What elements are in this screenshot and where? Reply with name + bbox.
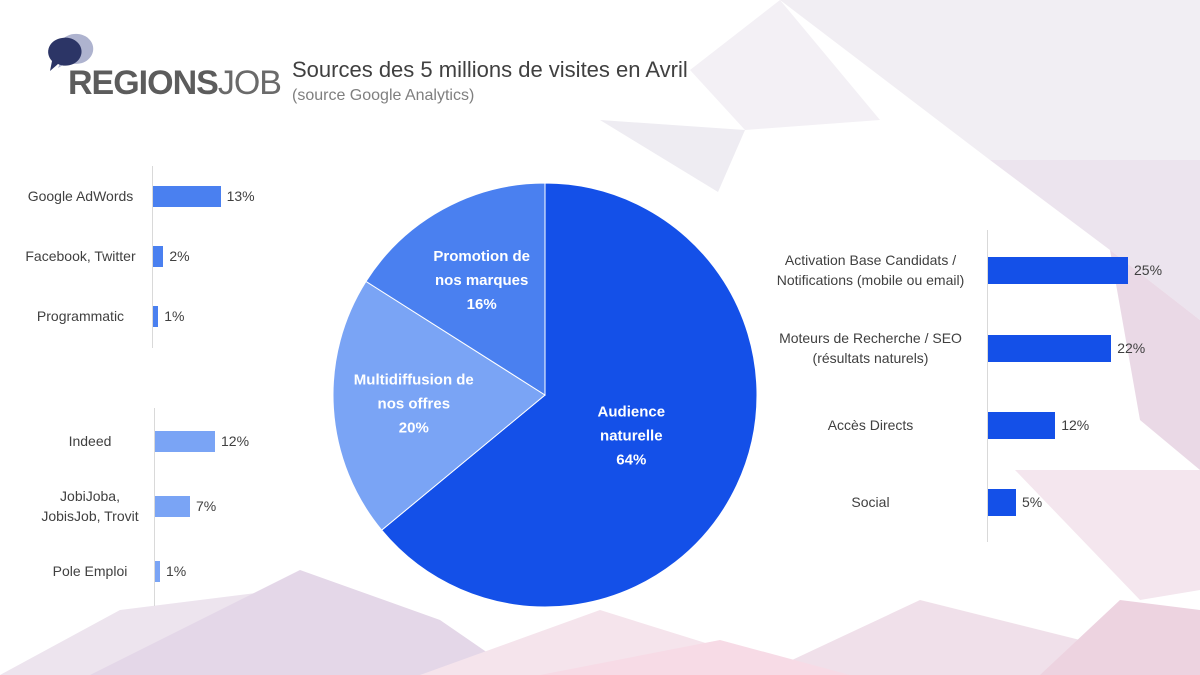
bar-category-label: JobiJoba, JobisJob, Trovit: [41, 488, 139, 524]
bar-value-label: 1%: [164, 308, 185, 324]
bar-category-label: Programmatic: [36, 308, 125, 324]
logo-wordmark: REGIONSJOB: [68, 64, 282, 103]
bar-value-label: 1%: [166, 563, 187, 579]
pie-slice: [365, 182, 546, 396]
logo-brand-job: JOB: [217, 64, 282, 102]
bar-category-label: Google AdWords: [27, 188, 134, 204]
bar-chart-axis: [154, 408, 155, 606]
bar-category-label: Indeed: [68, 433, 112, 449]
bar-value-label: 7%: [196, 498, 217, 514]
bar: [153, 305, 159, 327]
bar-chart-axis: [987, 230, 988, 542]
paid-sources-bar-chart: Google AdWords 13% Facebook, Twitter 2% Prog…: [0, 166, 290, 348]
bar: [153, 245, 164, 267]
pie-slice: [332, 280, 546, 531]
bar-value-label: 25%: [1134, 262, 1163, 278]
bar-chart-axis: [152, 166, 153, 348]
bar: [155, 495, 190, 517]
bar: [155, 560, 160, 582]
chart-subtitle: (source Google Analytics): [292, 87, 475, 104]
bar: [153, 185, 221, 207]
bar-category-label: Pole Emploi: [52, 563, 128, 579]
multidiffusion-bar-chart: Indeed 12% JobiJoba, JobisJob, Trovit 7% Pol…: [0, 408, 290, 606]
bar-value-label: 13%: [226, 188, 255, 204]
bar-category-label: Accès Directs: [827, 417, 914, 433]
bar-value-label: 2%: [169, 248, 190, 264]
chart-title: Sources des 5 millions de visites en Avr…: [292, 57, 688, 82]
bar: [155, 430, 215, 452]
bar: [988, 256, 1128, 284]
bar-category-label: Activation Base Candidats / Notification…: [776, 252, 965, 288]
bar-value-label: 12%: [1061, 417, 1090, 433]
organic-sources-bar-chart: Activation Base Candidats / Notification…: [760, 230, 1190, 542]
logo-brand-main: REGIONS: [68, 64, 219, 102]
bar-value-label: 12%: [221, 433, 250, 449]
bar-category-label: Social: [851, 494, 890, 510]
visits-pie-chart: Audience naturelle 64% Multidiffusion de nos…: [332, 182, 758, 608]
bar-category-label: Moteurs de Recherche / SEO (résultats na…: [779, 330, 962, 366]
pie-slice-label: Audience naturelle 64%: [598, 404, 666, 469]
pie-slice-label: Promotion de nos marques 16%: [433, 248, 530, 313]
pie-slice-label: Multidiffusion de nos offres 20%: [354, 371, 474, 436]
bar: [988, 334, 1112, 362]
bar: [988, 411, 1056, 439]
bar-value-label: 5%: [1022, 494, 1043, 510]
pie-slice: [380, 182, 758, 608]
speech-bubbles-icon: [48, 33, 94, 71]
bar: [988, 488, 1016, 516]
bar-category-label: Facebook, Twitter: [25, 248, 136, 264]
bar-value-label: 22%: [1117, 340, 1146, 356]
regionsjob-logo: [48, 33, 94, 71]
